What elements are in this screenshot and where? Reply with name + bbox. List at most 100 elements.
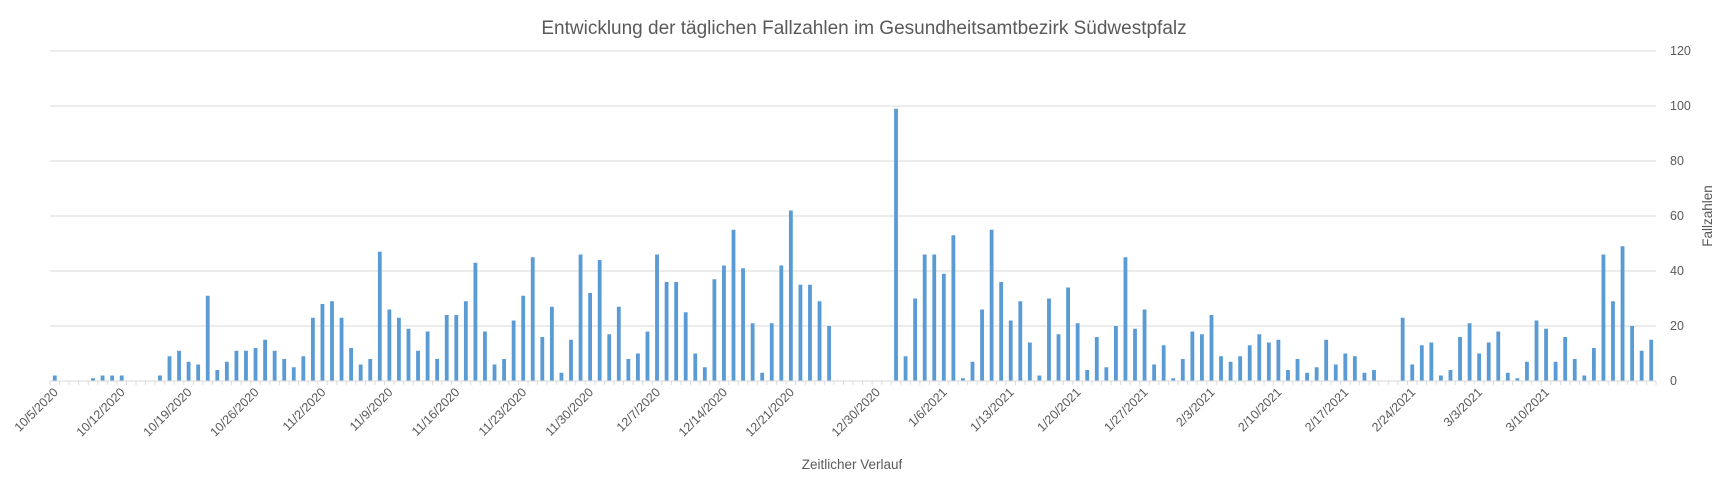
x-tick-label: 11/23/2020 — [476, 385, 530, 439]
bar — [941, 273, 946, 381]
bar — [1639, 350, 1644, 381]
bar — [655, 254, 659, 381]
bar — [980, 309, 984, 381]
bar — [1448, 370, 1453, 381]
x-tick-label: 1/20/2021 — [1035, 385, 1084, 434]
bar — [1228, 361, 1233, 381]
bar — [1209, 315, 1214, 381]
x-tick-label: 10/19/2020 — [141, 385, 195, 439]
bar — [779, 265, 784, 381]
bar — [119, 375, 124, 381]
bar — [769, 323, 774, 381]
x-tick-label: 10/12/2020 — [74, 385, 128, 439]
bar — [263, 339, 267, 381]
bar — [1047, 298, 1051, 381]
bar — [454, 315, 459, 381]
bar — [483, 331, 487, 381]
x-tick-label: 10/5/2020 — [12, 385, 61, 434]
bar — [1075, 323, 1080, 381]
x-tick-label: 12/30/2020 — [829, 385, 883, 439]
bar — [1056, 334, 1061, 381]
y-tick-label: 60 — [1670, 209, 1684, 223]
bar — [712, 279, 717, 381]
bar — [1611, 301, 1615, 381]
y-axis-label: Fallzahlen — [1700, 185, 1715, 247]
bar — [358, 364, 363, 381]
bar — [932, 254, 937, 381]
bar — [492, 364, 497, 381]
x-tick-label: 11/16/2020 — [409, 385, 463, 439]
bar — [741, 268, 745, 381]
bar — [788, 210, 793, 381]
bar — [1515, 378, 1520, 381]
bar — [1094, 337, 1099, 381]
bar — [1266, 342, 1271, 381]
bar — [1238, 356, 1243, 381]
x-tick-label: 2/24/2021 — [1369, 385, 1418, 434]
bar — [291, 367, 296, 381]
x-tick-label: 11/30/2020 — [543, 385, 597, 439]
bar — [196, 364, 201, 381]
bar — [702, 367, 707, 381]
bar — [913, 298, 918, 381]
bar — [177, 350, 181, 381]
bar — [1037, 375, 1042, 381]
chart-title: Entwicklung der täglichen Fallzahlen im … — [541, 18, 1186, 39]
bar — [1142, 309, 1147, 381]
bar — [894, 108, 898, 381]
x-tick-label: 3/3/2021 — [1441, 385, 1485, 429]
bar — [52, 375, 57, 381]
bar — [502, 359, 506, 381]
bar — [320, 304, 325, 381]
x-tick-label: 12/14/2020 — [676, 385, 730, 439]
bar — [330, 301, 334, 381]
bar — [521, 295, 526, 381]
bar — [999, 282, 1004, 381]
bar — [167, 356, 172, 381]
bar — [1008, 320, 1013, 381]
bars — [52, 108, 1654, 381]
bar — [970, 361, 975, 381]
bar — [1486, 342, 1491, 381]
bar — [282, 359, 287, 381]
bar — [1544, 328, 1548, 381]
y-axis-ticks: 0 20 40 60 80 100 120 — [1670, 44, 1691, 388]
bar — [301, 356, 306, 381]
bar — [607, 334, 612, 381]
bar — [91, 378, 95, 381]
bar — [272, 350, 277, 381]
bar — [253, 348, 258, 381]
bar — [1419, 345, 1424, 381]
bar — [1362, 372, 1367, 381]
bar — [110, 375, 115, 381]
bar — [808, 284, 812, 381]
bar — [224, 361, 229, 381]
x-axis-label: Zeitlicher Verlauf — [802, 457, 903, 472]
bar — [234, 350, 239, 381]
bar — [1133, 328, 1137, 381]
bar — [1553, 361, 1558, 381]
bar — [1161, 345, 1166, 381]
bar — [722, 265, 726, 381]
bar — [1429, 342, 1434, 381]
x-tick-label: 2/10/2021 — [1235, 385, 1284, 434]
y-tick-label: 120 — [1670, 44, 1691, 58]
bar — [1343, 353, 1348, 381]
bar — [559, 372, 564, 381]
bar — [1018, 301, 1023, 381]
bar — [1190, 331, 1195, 381]
x-tick-label: 1/13/2021 — [968, 385, 1017, 434]
bar — [244, 350, 248, 381]
bar — [1352, 356, 1357, 381]
bar — [158, 375, 162, 381]
bar — [1649, 339, 1654, 381]
x-tick-label: 12/21/2020 — [743, 385, 797, 439]
bar — [1525, 361, 1529, 381]
y-tick-label: 40 — [1670, 264, 1684, 278]
bar — [989, 229, 994, 381]
bar — [339, 317, 344, 381]
bar — [569, 339, 573, 381]
bar — [444, 315, 449, 381]
bar — [626, 359, 631, 381]
